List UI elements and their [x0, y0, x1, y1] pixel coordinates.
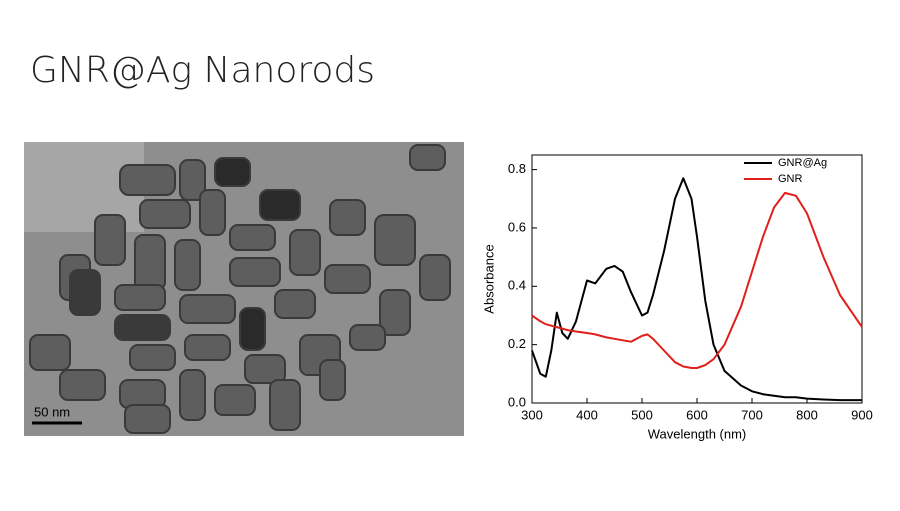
y-tick-label: 0.8 — [508, 161, 526, 176]
plot-frame — [531, 154, 863, 404]
series-line — [531, 191, 863, 369]
x-tick-label: 800 — [796, 407, 818, 422]
y-tick-label: 0.6 — [508, 219, 526, 234]
x-axis-label: Wavelength (nm) — [648, 426, 747, 441]
legend-label: GNR@Ag — [778, 157, 827, 169]
chart: 300 400 500 600 700 800 900 0.0 0.2 0.4 0.6 0.8 Wave… — [481, 154, 873, 441]
x-tick-label: 400 — [576, 407, 598, 422]
x-tick-label: 600 — [686, 407, 708, 422]
legend-label: GNR — [778, 173, 803, 185]
x-tick-label: 700 — [741, 407, 763, 422]
x-tick-label: 500 — [631, 407, 653, 422]
y-tick-label: 0.4 — [508, 278, 526, 293]
y-axis-label: Absorbance — [481, 244, 496, 313]
x-tick-label: 300 — [521, 407, 543, 422]
series-line — [531, 177, 862, 402]
tem-image: 50 nm — [24, 142, 464, 436]
y-tick-label: 0.0 — [508, 394, 526, 409]
slide-title: GNR@Ag Nanorods — [30, 50, 375, 91]
x-tick-label: 900 — [851, 407, 873, 422]
y-tick-label: 0.2 — [508, 336, 526, 351]
scale-bar-label: 50 nm — [34, 404, 70, 419]
